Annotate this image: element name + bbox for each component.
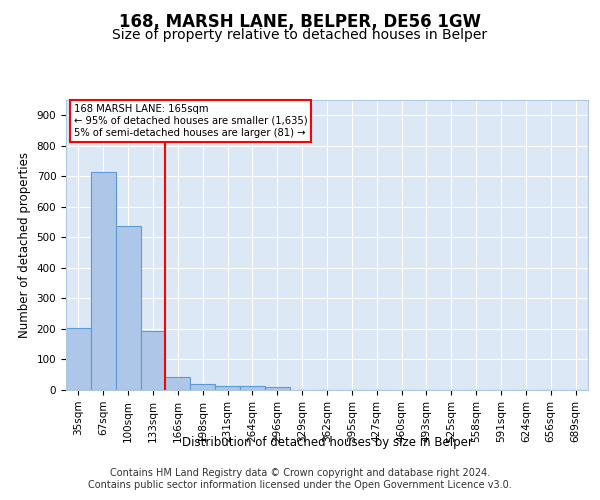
Text: 168 MARSH LANE: 165sqm
← 95% of detached houses are smaller (1,635)
5% of semi-d: 168 MARSH LANE: 165sqm ← 95% of detached… [74,104,307,138]
Text: Contains public sector information licensed under the Open Government Licence v3: Contains public sector information licen… [88,480,512,490]
Bar [116,226,140,390]
Bar [140,331,166,390]
Bar [91,172,116,390]
Text: 168, MARSH LANE, BELPER, DE56 1GW: 168, MARSH LANE, BELPER, DE56 1GW [119,12,481,30]
Text: Size of property relative to detached houses in Belper: Size of property relative to detached ho… [112,28,488,42]
Text: Contains HM Land Registry data © Crown copyright and database right 2024.: Contains HM Land Registry data © Crown c… [110,468,490,477]
Bar [215,386,240,390]
Bar [265,388,290,390]
Bar [166,377,190,390]
Bar [66,328,91,390]
Y-axis label: Number of detached properties: Number of detached properties [18,152,31,338]
Bar [190,384,215,390]
Bar [240,386,265,390]
Text: Distribution of detached houses by size in Belper: Distribution of detached houses by size … [182,436,472,449]
